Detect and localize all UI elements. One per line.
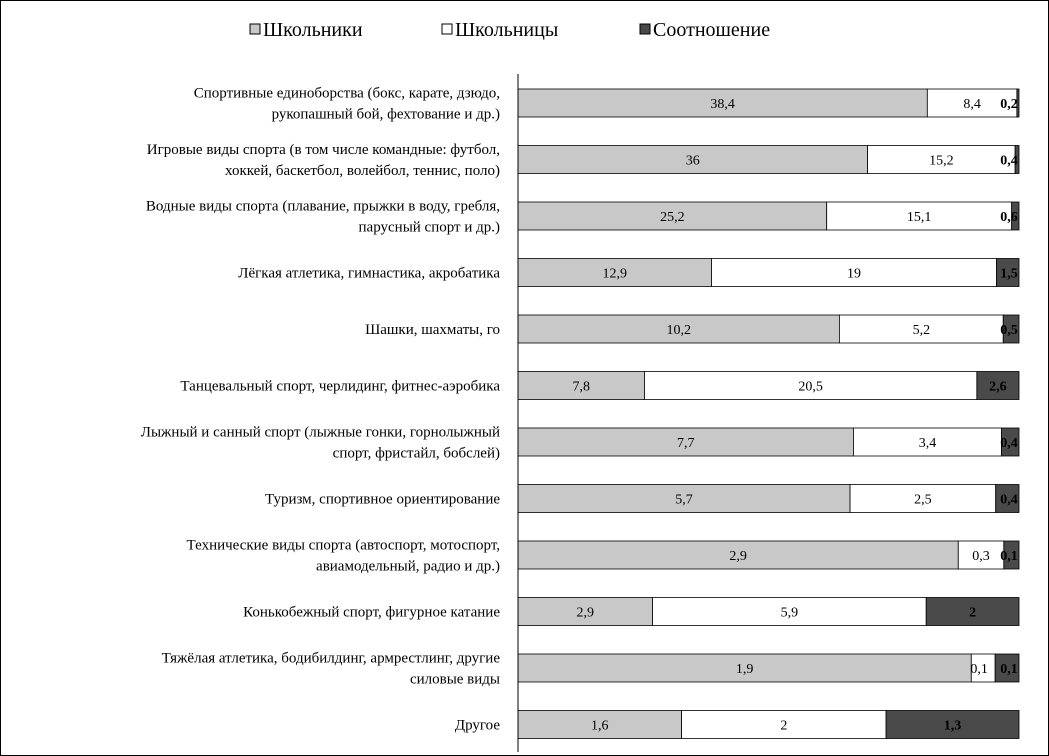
data-label-girls: 0,1: [970, 662, 988, 677]
category-labels: Спортивные единоборства (бокс, карате, д…: [141, 86, 501, 734]
data-label-boys: 10,2: [666, 323, 691, 338]
data-label-boys: 25,2: [660, 210, 685, 225]
data-label-boys: 7,7: [677, 436, 695, 451]
data-label-boys: 1,6: [591, 719, 609, 734]
data-label-ratio: 0,6: [1000, 210, 1018, 225]
bar-ratio: [996, 258, 1020, 287]
data-label-girls: 5,9: [781, 606, 799, 621]
legend-label-boys: Школьники: [263, 19, 363, 41]
legend-swatch-boys: [249, 23, 261, 35]
data-label-girls: 8,4: [963, 97, 981, 112]
bar-ratio: [976, 371, 1020, 400]
data-label-boys: 36: [686, 154, 700, 169]
category-label: Другое: [455, 718, 500, 734]
data-label-girls: 2: [780, 719, 787, 734]
legend: Школьники Школьницы Соотношение: [249, 19, 770, 41]
data-label-girls: 15,1: [907, 210, 932, 225]
data-label-boys: 12,9: [603, 267, 628, 282]
bar-boys: [517, 145, 868, 174]
category-label: Технические виды спорта (автоспорт, мото…: [187, 538, 500, 575]
data-label-ratio: 0,4: [1000, 154, 1018, 169]
data-label-ratio: 0,4: [1000, 436, 1018, 451]
category-label: Тяжёлая атлетика, бодибилдинг, армрестли…: [162, 651, 501, 688]
bar-boys: [517, 540, 959, 570]
category-label: Игровые виды спорта (в том числе командн…: [147, 142, 500, 179]
data-label-ratio: 1,3: [944, 719, 962, 734]
category-label: Спортивные единоборства (бокс, карате, д…: [194, 86, 500, 123]
bar-ratio: [1002, 314, 1020, 344]
bar-ratio: [1011, 201, 1020, 231]
data-label-girls: 3,4: [919, 436, 937, 451]
data-label-boys: 1,9: [736, 662, 754, 677]
bar-boys: [517, 484, 851, 513]
bar-girls: [681, 710, 887, 739]
data-label-boys: 38,4: [710, 97, 735, 112]
bar-girls: [957, 540, 1005, 570]
data-label-ratio: 2,6: [989, 380, 1007, 395]
category-label: Конькобежный спорт, фигурное катание: [243, 605, 500, 621]
data-label-ratio: 2: [969, 606, 976, 621]
data-label-boys: 7,8: [572, 380, 590, 395]
category-label: Лёгкая атлетика, гимнастика, акробатика: [238, 266, 500, 282]
bar-girls: [867, 145, 1016, 174]
category-label: Лыжный и санный спорт (лыжные гонки, гор…: [141, 425, 500, 462]
data-label-ratio: 0,5: [1000, 323, 1018, 338]
bar-boys: [517, 427, 854, 457]
data-label-ratio: 0,2: [1000, 97, 1018, 112]
category-label: Танцевальный спорт, черлидинг, фитнес-аэ…: [180, 379, 500, 395]
legend-label-girls: Школьницы: [455, 19, 558, 41]
data-label-girls: 20,5: [798, 380, 823, 395]
bar-girls: [652, 597, 927, 626]
bar-ratio: [994, 653, 1020, 683]
bar-ratio: [885, 710, 1020, 739]
bar-ratio: [1016, 88, 1020, 118]
bar-boys: [517, 597, 653, 626]
bars: 38,4 8,4 0,236 15,2 0,425,2 15,1 0,612,9 19 1,51…: [517, 88, 1020, 739]
bar-ratio: [925, 597, 1020, 626]
data-label-ratio: 0,1: [1000, 549, 1018, 564]
data-label-boys: 5,7: [675, 493, 693, 508]
bar-girls: [711, 258, 997, 287]
category-label: Туризм, спортивное ориентирование: [265, 492, 500, 508]
bar-boys: [517, 653, 972, 683]
bar-girls: [853, 427, 1002, 457]
bar-girls: [926, 88, 1018, 118]
bar-ratio: [1001, 427, 1020, 457]
data-label-girls: 15,2: [929, 154, 954, 169]
bar-ratio: [1014, 145, 1020, 174]
data-label-ratio: 0,4: [1000, 493, 1018, 508]
data-label-girls: 5,2: [913, 323, 931, 338]
data-label-girls: 0,3: [972, 549, 990, 564]
data-label-ratio: 1,5: [1000, 267, 1018, 282]
bar-ratio: [1003, 540, 1020, 570]
legend-label-ratio: Соотношение: [653, 19, 770, 41]
data-label-girls: 2,5: [914, 493, 932, 508]
data-label-boys: 2,9: [577, 606, 595, 621]
legend-swatch-ratio: [639, 23, 651, 35]
legend-swatch-girls: [441, 23, 453, 35]
bar-girls: [838, 314, 1004, 344]
bar-girls: [849, 484, 997, 513]
data-label-ratio: 0,1: [1000, 662, 1018, 677]
category-label: Шашки, шахматы, го: [365, 322, 500, 338]
data-label-boys: 2,9: [729, 549, 747, 564]
category-label: Водные виды спорта (плавание, прыжки в в…: [146, 199, 500, 236]
bar-boys: [517, 371, 645, 400]
data-label-girls: 19: [847, 267, 861, 282]
bar-ratio: [995, 484, 1020, 513]
